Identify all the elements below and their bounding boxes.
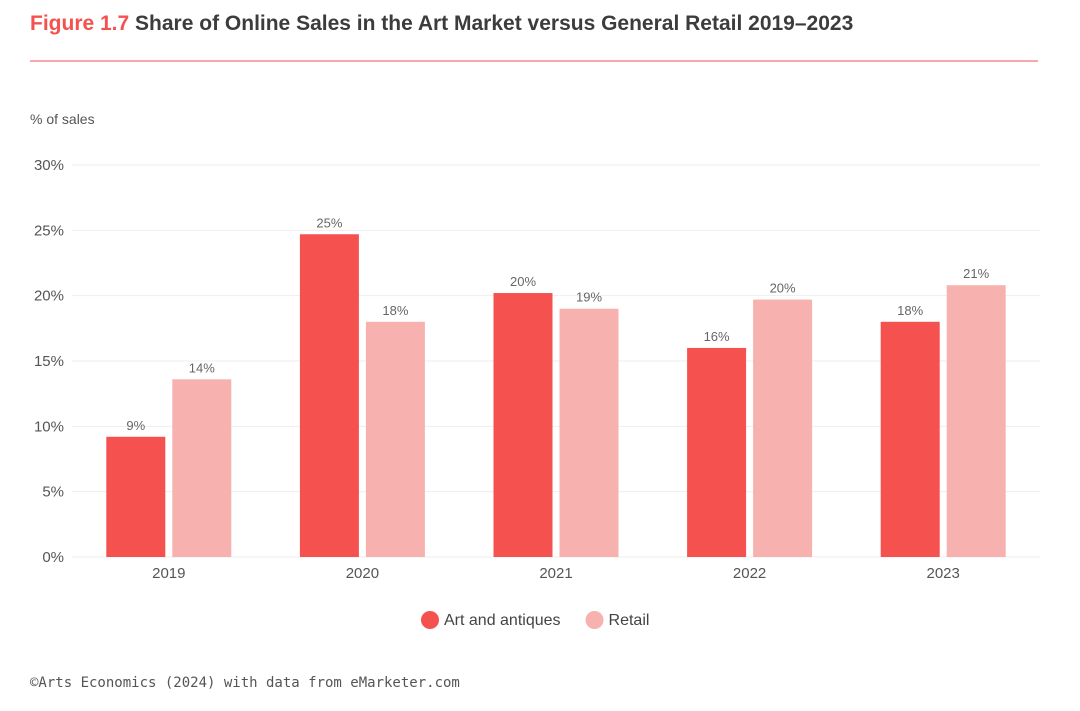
bar-retail (753, 299, 813, 557)
bar-art (493, 293, 553, 557)
data-label: 14% (189, 360, 215, 375)
figure-label: Figure 1.7 (30, 12, 130, 35)
x-tick-label: 2020 (346, 565, 379, 582)
bar-retail (946, 285, 1006, 557)
legend-swatch (421, 611, 439, 629)
data-label: 21% (963, 266, 989, 281)
bar-retail (559, 308, 619, 557)
bar-art (299, 234, 359, 557)
data-label: 25% (316, 215, 342, 230)
data-label: 9% (126, 418, 145, 433)
data-label: 19% (576, 290, 602, 305)
data-label: 20% (770, 281, 796, 296)
legend-label: Retail (609, 612, 650, 629)
bar-chart: % of sales 0% 5% 10% 15% 20% 25% 30% 9% 14% 2019 25… (30, 111, 1040, 629)
y-tick-label: 15% (34, 353, 64, 370)
data-label: 20% (510, 274, 536, 289)
y-tick-label: 30% (34, 157, 64, 174)
y-tick-label: 20% (34, 288, 64, 305)
source-credit: ©Arts Economics (2024) with data from eM… (30, 675, 460, 691)
figure-header: Figure 1.7 Share of Online Sales in the … (30, 8, 853, 40)
y-tick-label: 25% (34, 222, 64, 239)
x-tick-label: 2019 (152, 565, 185, 582)
bar-retail (365, 321, 425, 557)
x-tick-label: 2023 (927, 565, 960, 582)
x-tick-label: 2021 (539, 565, 572, 582)
y-tick-label: 0% (42, 549, 64, 566)
data-label: 18% (382, 303, 408, 318)
figure-title: Share of Online Sales in the Art Market … (135, 12, 854, 35)
bar-art (106, 436, 166, 557)
x-tick-label: 2022 (733, 565, 766, 582)
legend-label: Art and antiques (444, 612, 561, 629)
y-tick-label: 10% (34, 418, 64, 435)
bar-art (880, 321, 940, 557)
y-tick-label: 5% (42, 484, 64, 501)
data-label: 18% (897, 303, 923, 318)
bar-art (687, 347, 747, 557)
y-axis-label: % of sales (30, 111, 95, 127)
legend-swatch (585, 611, 604, 629)
bar-retail (172, 379, 232, 557)
data-label: 16% (704, 329, 730, 344)
title-divider (30, 60, 1038, 62)
